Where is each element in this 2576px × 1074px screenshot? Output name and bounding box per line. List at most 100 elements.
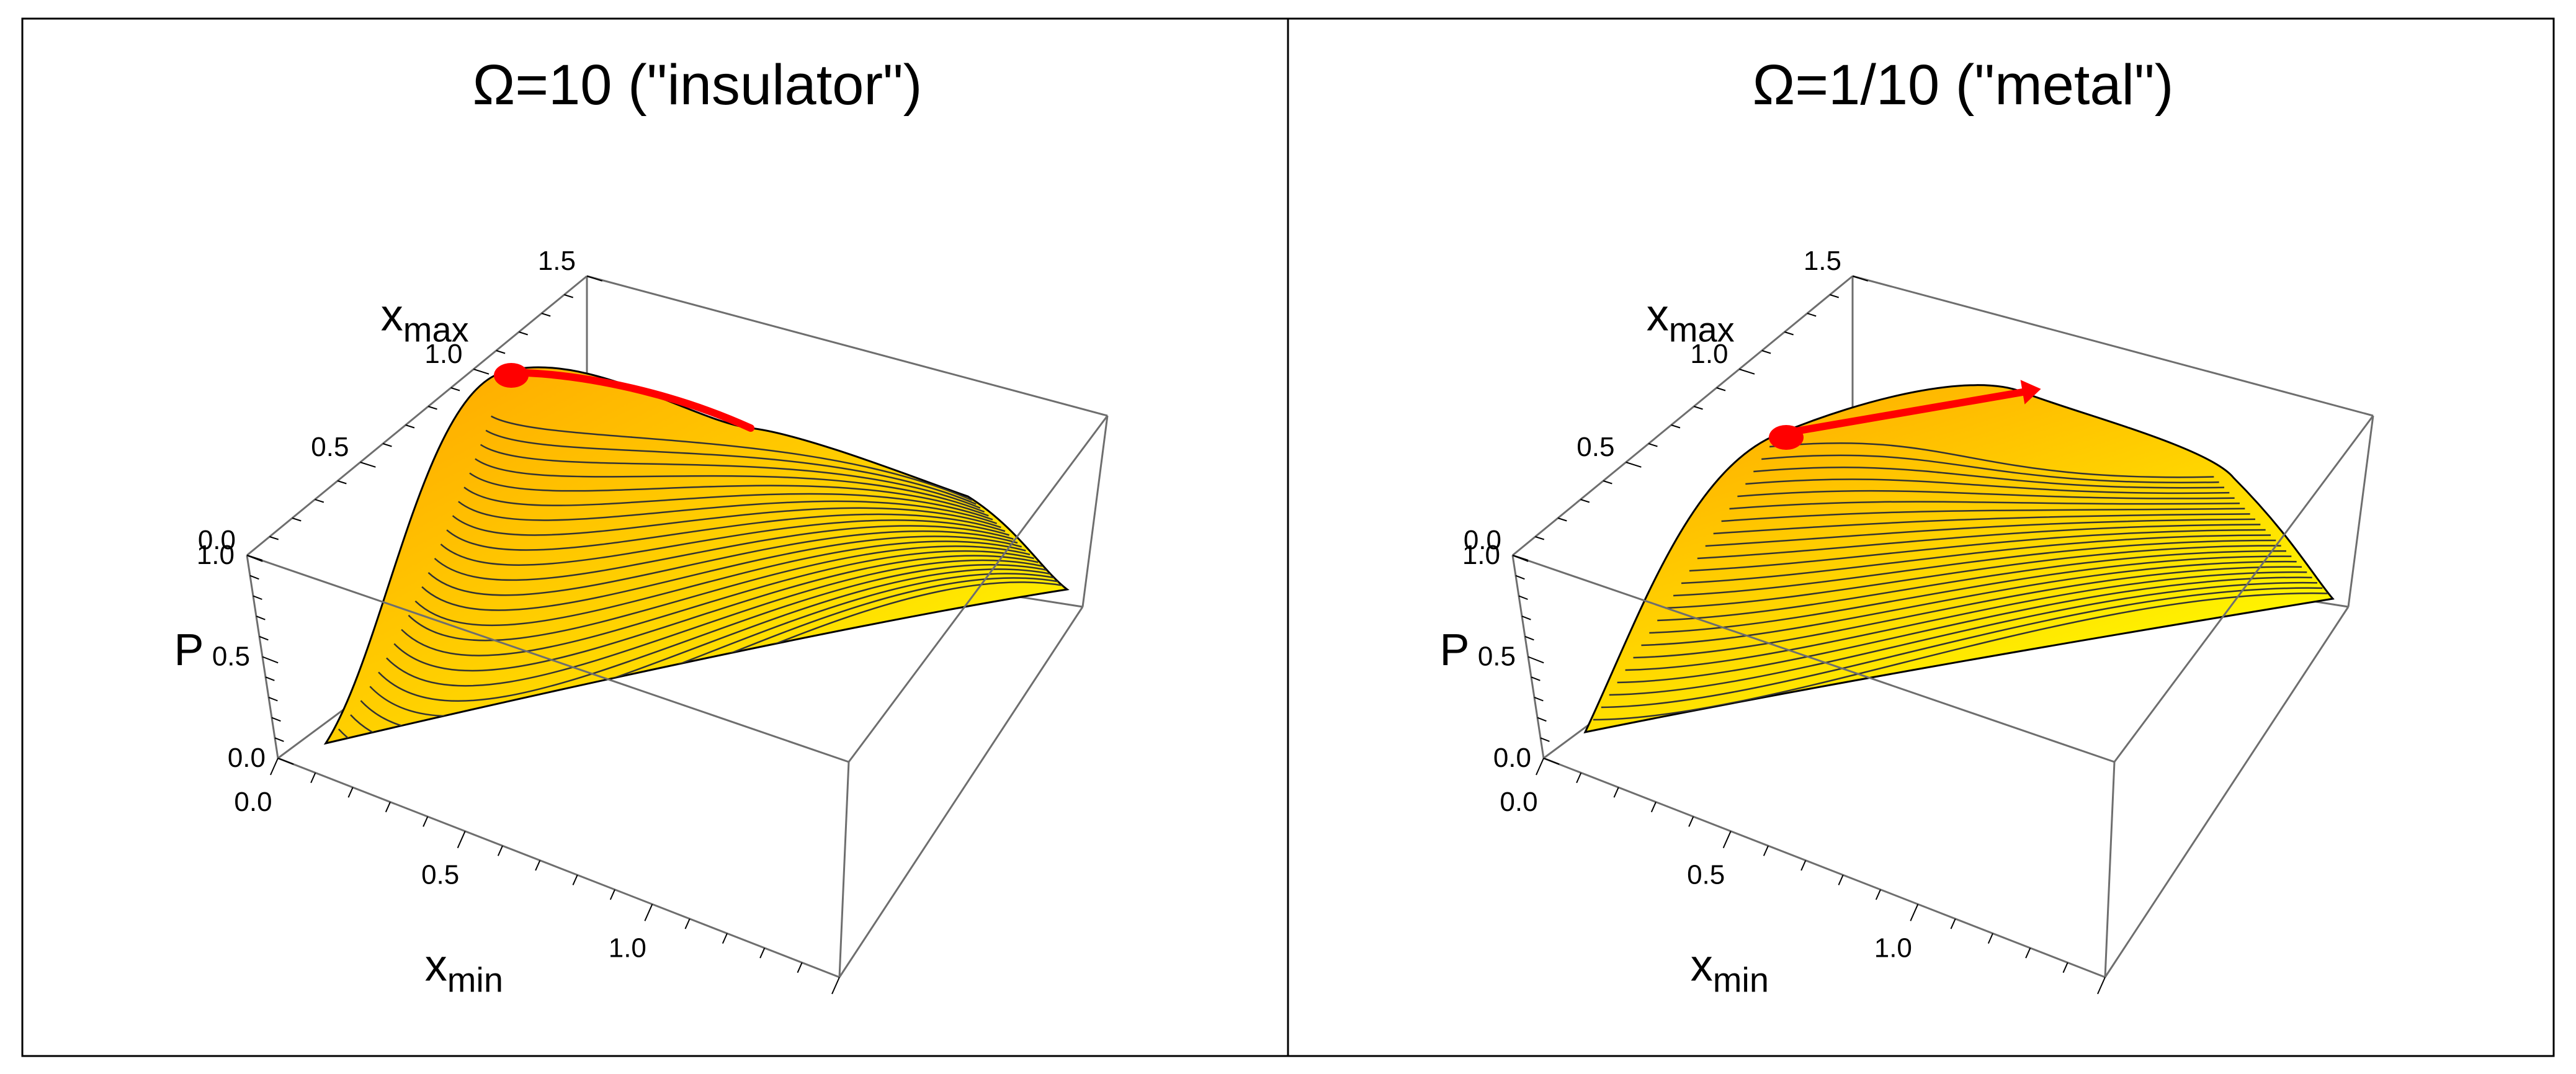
z-tick-label: 0.0: [1493, 743, 1531, 773]
y-tick-label: 1.5: [1804, 246, 1841, 276]
x-axis-tick: [270, 758, 279, 776]
z-axis-tick: [277, 758, 294, 765]
red-path: [499, 369, 754, 432]
panel-insulator: 0.0 0.5 1.0 xmin 0.0 0.5 1.0 P 0.0 0.5 1.0 1.5 xmax Ω…: [174, 53, 1109, 1000]
x-axis-tick: [1763, 845, 1769, 856]
y-axis-tick: [405, 424, 415, 429]
x-axis-tick: [1722, 831, 1732, 849]
z-tick-label: 0.0: [228, 743, 266, 773]
y-axis-tick: [269, 536, 279, 540]
box-front-edge: [246, 554, 849, 763]
y-axis-tick: [1830, 294, 1840, 298]
z-axis-tick: [271, 717, 281, 722]
x-axis-tick: [1650, 802, 1657, 813]
x-axis-tick: [831, 977, 840, 995]
y-axis-tick: [1693, 406, 1703, 410]
z-axis-tick: [1515, 575, 1525, 580]
contour-line: [452, 507, 1001, 536]
y-axis-tick: [519, 331, 528, 336]
x-tick-label: 1.0: [1874, 933, 1912, 963]
x-axis-tick: [1688, 816, 1694, 827]
y-axis-tick: [427, 406, 437, 410]
x-axis-tick: [1950, 918, 1956, 929]
contour-line: [1673, 539, 2276, 597]
y-axis-label-subscript: max: [1669, 310, 1735, 349]
x-axis-tick: [347, 787, 354, 798]
contour-line: [393, 555, 1039, 672]
z-tick-label: 1.0: [1462, 540, 1500, 570]
contour-line: [1745, 478, 2230, 494]
contour-line: [440, 519, 1010, 566]
y-tick-label: 0.5: [1576, 432, 1614, 462]
contour-line: [434, 525, 1014, 581]
contour-line: [1593, 592, 2328, 721]
box-front-edge: [1081, 415, 1109, 607]
y-axis-tick: [1852, 275, 1869, 282]
box-back-edge: [586, 275, 1108, 417]
x-axis-tick: [1910, 903, 1919, 921]
y-axis-tick: [1557, 517, 1567, 522]
y-axis-tick: [1535, 536, 1545, 540]
x-axis-label: xmin: [425, 941, 503, 1000]
x-axis-tick: [1987, 933, 1993, 944]
z-axis-tick: [259, 635, 269, 641]
contour-line: [485, 429, 977, 505]
z-axis-tick: [253, 595, 262, 600]
contour-line: [491, 415, 973, 501]
y-tick-label: 0.0: [1464, 525, 1501, 555]
red-path: [1774, 388, 2026, 438]
x-axis-label-subscript: min: [447, 960, 503, 1000]
x-tick-label: 0.0: [234, 787, 272, 817]
x-axis-label: xmin: [1691, 941, 1769, 1000]
box-front-edge: [847, 415, 1109, 763]
y-tick-label: 1.0: [424, 339, 462, 369]
y-axis-tick: [1626, 462, 1642, 468]
contour-line: [1689, 529, 2266, 572]
y-axis-tick: [1580, 499, 1590, 503]
contour-line: [414, 540, 1026, 626]
y-axis-tick: [1739, 369, 1755, 375]
y-axis-tick: [564, 294, 574, 298]
box-front-edge: [1512, 554, 2115, 763]
x-axis-tick: [2025, 947, 2031, 959]
x-tick-label: 0.5: [1687, 860, 1725, 890]
contour-line: [1625, 571, 2307, 671]
contour-line: [401, 550, 1034, 656]
y-axis-tick: [1807, 313, 1817, 317]
contour-line: [1729, 501, 2240, 510]
x-axis-tick: [2097, 977, 2106, 995]
contour-line: [386, 559, 1043, 687]
y-tick-label: 0.5: [311, 432, 349, 462]
contour-line: [1633, 566, 2302, 659]
x-axis-tick: [797, 962, 803, 973]
z-axis-tick: [274, 737, 284, 742]
contour-line: [1601, 587, 2323, 709]
z-axis-tick: [1521, 615, 1531, 620]
y-tick-label: 1.0: [1690, 339, 1728, 369]
y-axis-tick: [1648, 443, 1658, 447]
y-axis-tick: [586, 275, 603, 282]
y-axis-tick: [337, 480, 347, 485]
y-axis-tick: [1716, 387, 1726, 392]
x-axis-tick: [2062, 962, 2068, 973]
x-axis-tick: [572, 874, 578, 885]
y-tick-label: 0.0: [198, 525, 236, 555]
x-axis-tick: [1536, 758, 1544, 776]
box-back-edge: [1512, 275, 1853, 557]
contour-line: [421, 535, 1022, 611]
surface: [323, 366, 1070, 745]
box-front-edge: [277, 757, 840, 978]
x-axis-tick: [1800, 860, 1807, 871]
y-axis-tick: [382, 443, 392, 447]
box-front-edge: [2347, 415, 2374, 607]
box-front-edge: [2104, 761, 2116, 978]
x-axis-tick: [644, 903, 653, 921]
contour-line: [1737, 490, 2235, 499]
z-tick-label: 0.5: [1478, 642, 1516, 672]
x-axis-tick: [497, 845, 503, 856]
box-front-edge: [2104, 606, 2350, 978]
surface: [1583, 384, 2335, 734]
x-axis-tick: [609, 889, 615, 900]
box-back-edge: [246, 275, 588, 557]
x-axis-tick: [1613, 787, 1619, 798]
